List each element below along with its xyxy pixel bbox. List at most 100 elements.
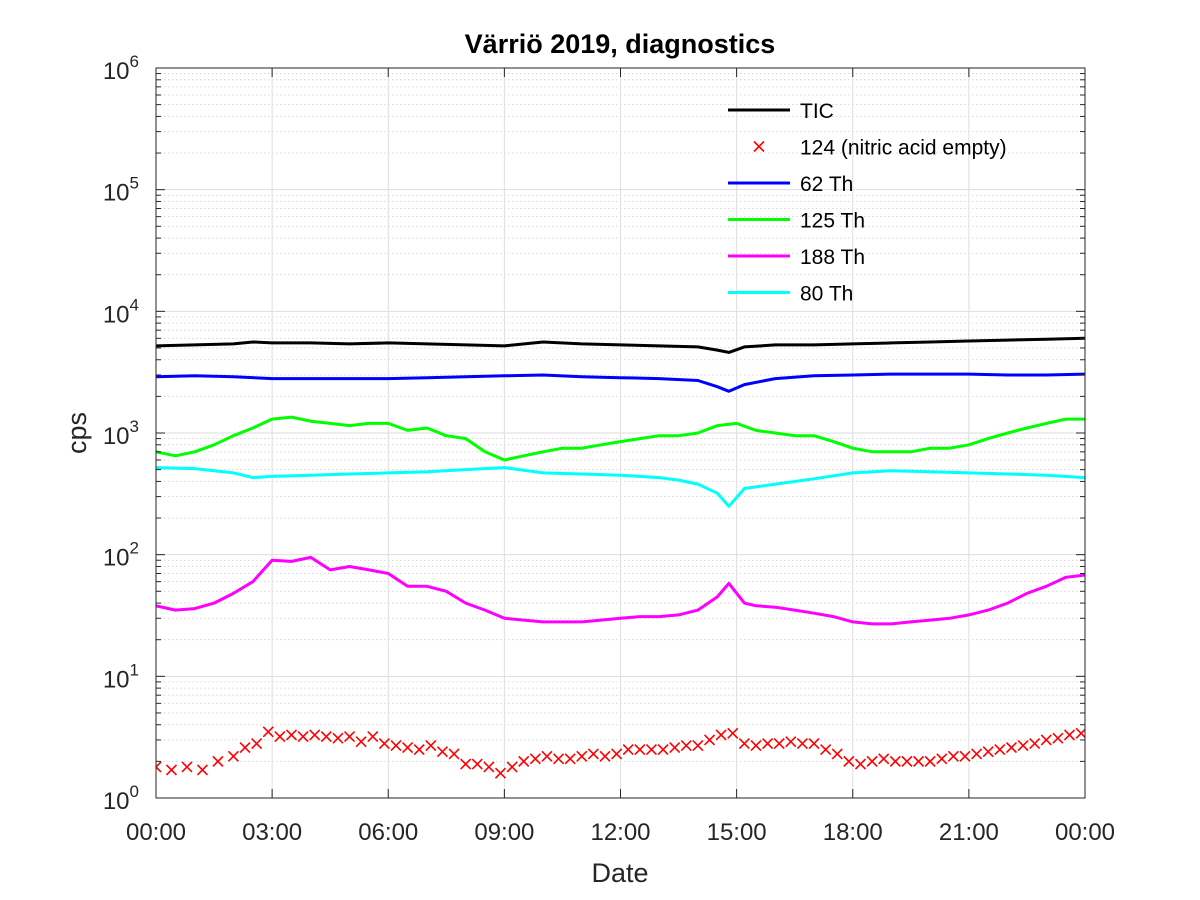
x-tick-label: 15:00 [707,819,767,846]
x-tick-label: 00:00 [1055,819,1115,846]
data-point [1075,727,1085,739]
data-point [750,739,762,752]
legend-label: 124 (nitric acid empty) [800,137,1007,160]
data-point [982,746,994,758]
data-point [994,744,1006,756]
y-tick-label: 101 [103,660,139,693]
x-tick-label: 12:00 [590,819,650,846]
data-point [529,753,541,765]
series-line-tic [156,336,1085,354]
data-point [820,744,832,756]
data-point [239,741,251,754]
data-point [483,761,495,773]
x-tick-label: 09:00 [474,819,534,846]
series-markers-124-nitric-acid-empty [156,726,1085,779]
y-axis-title: cps [62,412,92,454]
data-point [703,734,716,746]
data-point [1063,729,1076,741]
data-point [436,746,449,758]
data-point [343,730,356,743]
data-point [843,755,855,767]
data-point [587,748,599,760]
data-point [518,755,530,767]
data-point [227,750,239,762]
y-tick-label: 100 [103,782,139,815]
data-point [831,748,843,760]
data-point [553,753,565,765]
y-tick-label: 104 [103,295,139,328]
x-axis-title: Date [591,858,648,888]
legend-item-tic: TIC [728,100,834,123]
data-point [425,739,437,752]
data-point [901,755,913,767]
data-point [274,730,286,743]
data-point [367,730,379,743]
data-point [762,738,774,750]
data-point [611,748,623,760]
tick-marks [155,67,1086,799]
x-tick-labels: 00:00 03:00 06:00 09:00 12:00 15:00 18:00 21:00… [126,819,1115,846]
data-point [181,761,193,773]
data-point [692,739,704,752]
data-point [936,753,948,765]
data-point [796,738,808,750]
data-point [576,750,588,762]
data-point [378,738,390,750]
data-point [156,761,162,773]
series-line-80-th [156,466,1085,508]
data-point [599,750,611,762]
data-point [471,758,483,770]
data-point [297,730,309,743]
series-line-125-th [156,415,1085,462]
data-point [332,732,344,744]
y-tick-labels: 100 101 102 103 104 105 106 [103,52,139,815]
data-point [165,764,178,776]
data-point [878,753,890,765]
data-point [285,729,298,741]
legend-label: 80 Th [800,283,853,306]
data-point [727,727,739,739]
x-tick-label: 18:00 [823,819,883,846]
x-tick-label: 03:00 [242,819,302,846]
data-point [506,761,518,773]
legend-label: 125 Th [800,210,865,233]
y-tick-label: 106 [103,52,139,85]
data-point [355,736,367,748]
legend: TIC 124 (nitric acid empty) 62 Th 125 Th 188… [728,100,1007,306]
series-line-62-th [156,372,1085,393]
data-point [669,741,681,754]
data-point [541,750,553,762]
data-point [657,744,669,756]
data-point [1029,738,1041,750]
data-point [912,755,925,767]
data-point [1005,741,1018,754]
data-point [309,729,321,741]
y-tick-label: 102 [103,539,139,572]
data-point [251,738,263,750]
data-point [320,730,332,743]
x-tick-label: 00:00 [126,819,186,846]
data-point [564,753,576,765]
legend-label: 62 Th [800,173,853,196]
data-point [1017,739,1029,752]
data-series [156,336,1085,779]
data-point [680,739,692,752]
data-point [262,726,274,738]
data-point [212,755,224,767]
data-point [402,741,414,754]
data-point [947,750,959,762]
data-point [738,738,750,750]
data-point [1040,734,1052,746]
legend-swatch [753,140,765,153]
chart-title: Värriö 2019, diagnostics [465,29,776,59]
legend-label: TIC [800,100,834,123]
data-point [494,767,507,779]
legend-item-62-th: 62 Th [728,173,853,196]
series-line-188-th [156,555,1085,626]
data-point [715,729,727,741]
legend-item-124-nitric-acid-empty: 124 (nitric acid empty) [753,137,1007,160]
data-point [634,744,646,756]
data-point [773,738,785,750]
data-point [808,738,820,750]
